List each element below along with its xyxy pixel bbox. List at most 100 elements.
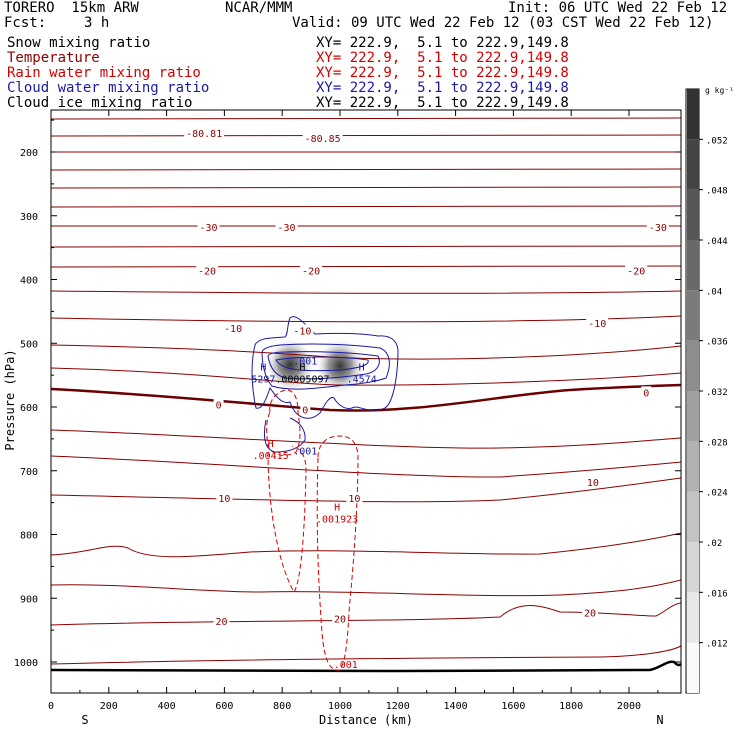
temperature-label-bg <box>302 131 343 143</box>
cloud-water-inner-1 <box>261 343 390 390</box>
x-tick-label: 400 <box>158 701 176 712</box>
temperature-label-bg <box>584 476 601 488</box>
y-tick-label: 900 <box>20 594 38 605</box>
colorbar-tick-label: .032 <box>706 388 728 398</box>
temperature-contour-label: 20 <box>584 608 596 619</box>
isotherm <box>51 290 681 294</box>
temperature-label-bg <box>646 221 669 233</box>
temperature-label-bg <box>213 615 230 627</box>
x-tick-label: 0 <box>48 701 54 712</box>
temperature-label-bg <box>300 264 323 276</box>
mixing-ratio-contour-label: .001 <box>293 446 317 457</box>
mixing-ratio-contour-label: .001 <box>293 356 317 367</box>
temperature-label-bg <box>331 612 348 624</box>
colorbar-tick-label: .016 <box>706 589 728 599</box>
cloud-water-outer <box>251 316 399 419</box>
colorbar-cell <box>687 542 699 593</box>
temperature-contour-label: -20 <box>198 267 216 278</box>
extremum-value-label: .001923 <box>316 515 358 526</box>
cloud-water-stem <box>263 417 306 453</box>
colorbar-cell <box>687 642 699 693</box>
fcst-label: Fcst: <box>4 15 47 31</box>
x-end-label-south: S <box>81 713 88 727</box>
temperature-contour-label: 0 <box>643 388 649 399</box>
extremum-value-label: .4574 <box>347 374 377 385</box>
colorbar-tick-label: .012 <box>706 640 728 650</box>
isotherm-plus-10 <box>51 477 681 503</box>
temperature-contour-label: -10 <box>224 324 242 335</box>
colorbar-tick-label: .044 <box>706 237 728 247</box>
isotherm <box>51 186 681 189</box>
high-marker: H <box>260 362 266 373</box>
colorbar-cell <box>687 391 699 442</box>
isotherm <box>51 532 681 558</box>
x-axis-label: Distance (km) <box>319 713 413 727</box>
colorbar-cell <box>687 139 699 190</box>
colorbar-cell <box>687 290 699 341</box>
rain-contour-west-plume <box>267 445 307 593</box>
colorbar-unit: g kg⁻¹ <box>705 86 734 95</box>
isotherm-plus-20 <box>51 602 681 626</box>
colorbar-tick-label: .048 <box>706 187 728 197</box>
colorbar-tick-label: .024 <box>706 489 728 499</box>
temperature-contour-label: 10 <box>348 494 360 505</box>
colorbar-cell <box>687 491 699 542</box>
temperature-label-bg <box>586 316 609 328</box>
temperature-label-bg <box>581 606 598 618</box>
y-tick-label: 300 <box>20 212 38 223</box>
temperature-label-bg <box>346 492 363 504</box>
temperature-contour-label: -10 <box>293 327 311 338</box>
x-tick-label: 600 <box>215 701 233 712</box>
high-marker: H <box>359 362 365 373</box>
title-left: TORERO 15km ARW <box>4 0 139 16</box>
isotherm-zero <box>51 383 681 412</box>
temperature-contour-label: -30 <box>277 223 295 234</box>
legend-xsec-rain: XY= 222.9, 5.1 to 222.9,149.8 <box>316 65 569 81</box>
temperature-label-bg <box>291 324 314 336</box>
legend-xsec-snow: XY= 222.9, 5.1 to 222.9,149.8 <box>316 35 569 51</box>
x-tick-label: 1000 <box>328 701 352 712</box>
y-axis-label: Pressure (hPa) <box>3 349 17 450</box>
isotherm <box>51 455 681 478</box>
colorbar-cell <box>687 240 699 291</box>
x-tick-label: 1600 <box>501 701 525 712</box>
temperature-contour-label: -30 <box>199 223 217 234</box>
temperature-contour-label: 0 <box>302 406 308 417</box>
temperature-contour-label: 10 <box>587 478 599 489</box>
temperature-contour-label: -80.85 <box>305 134 341 145</box>
isotherm <box>51 205 681 208</box>
cloud-water-contours <box>251 316 399 453</box>
colorbar-cell <box>687 592 699 643</box>
isotherm-minus-20 <box>51 265 681 268</box>
high-marker: H <box>299 362 305 373</box>
legend-label-rain: Rain water mixing ratio <box>7 65 201 81</box>
temperature-label-bg <box>197 221 220 233</box>
isotherm <box>51 429 681 449</box>
temperature-label-bg <box>275 221 298 233</box>
x-tick-label: 1800 <box>559 701 583 712</box>
isotherm <box>51 645 681 665</box>
temperature-contour-label: -30 <box>649 223 667 234</box>
colorbar-tick-label: .036 <box>706 338 728 348</box>
y-tick-label: 400 <box>20 276 38 287</box>
temperature-label-bg <box>625 264 648 276</box>
y-tick-label: 800 <box>20 531 38 542</box>
temperature-label-bg <box>300 403 311 415</box>
temperature-contour-label: -20 <box>627 267 645 278</box>
temperature-contour-label: 10 <box>218 494 230 505</box>
legend-label-temperature: Temperature <box>7 50 100 66</box>
colorbar-cell <box>687 340 699 391</box>
plot-frame <box>50 109 682 694</box>
high-marker: H <box>334 503 340 514</box>
x-end-label-north: N <box>656 713 663 727</box>
temperature-contour-label: -80.81 <box>186 129 222 140</box>
isotherm <box>51 367 681 386</box>
legend-xsec-cloud-water: XY= 222.9, 5.1 to 222.9,149.8 <box>316 80 569 96</box>
init-time: Init: 06 UTC Wed 22 Feb 12 <box>508 0 728 16</box>
colorbar-cell <box>687 189 699 240</box>
colorbar-cell <box>687 441 699 492</box>
legend-label-snow: Snow mixing ratio <box>7 35 151 51</box>
temperature-label-bg <box>213 398 224 410</box>
rain-contour-east-plume <box>316 435 359 671</box>
